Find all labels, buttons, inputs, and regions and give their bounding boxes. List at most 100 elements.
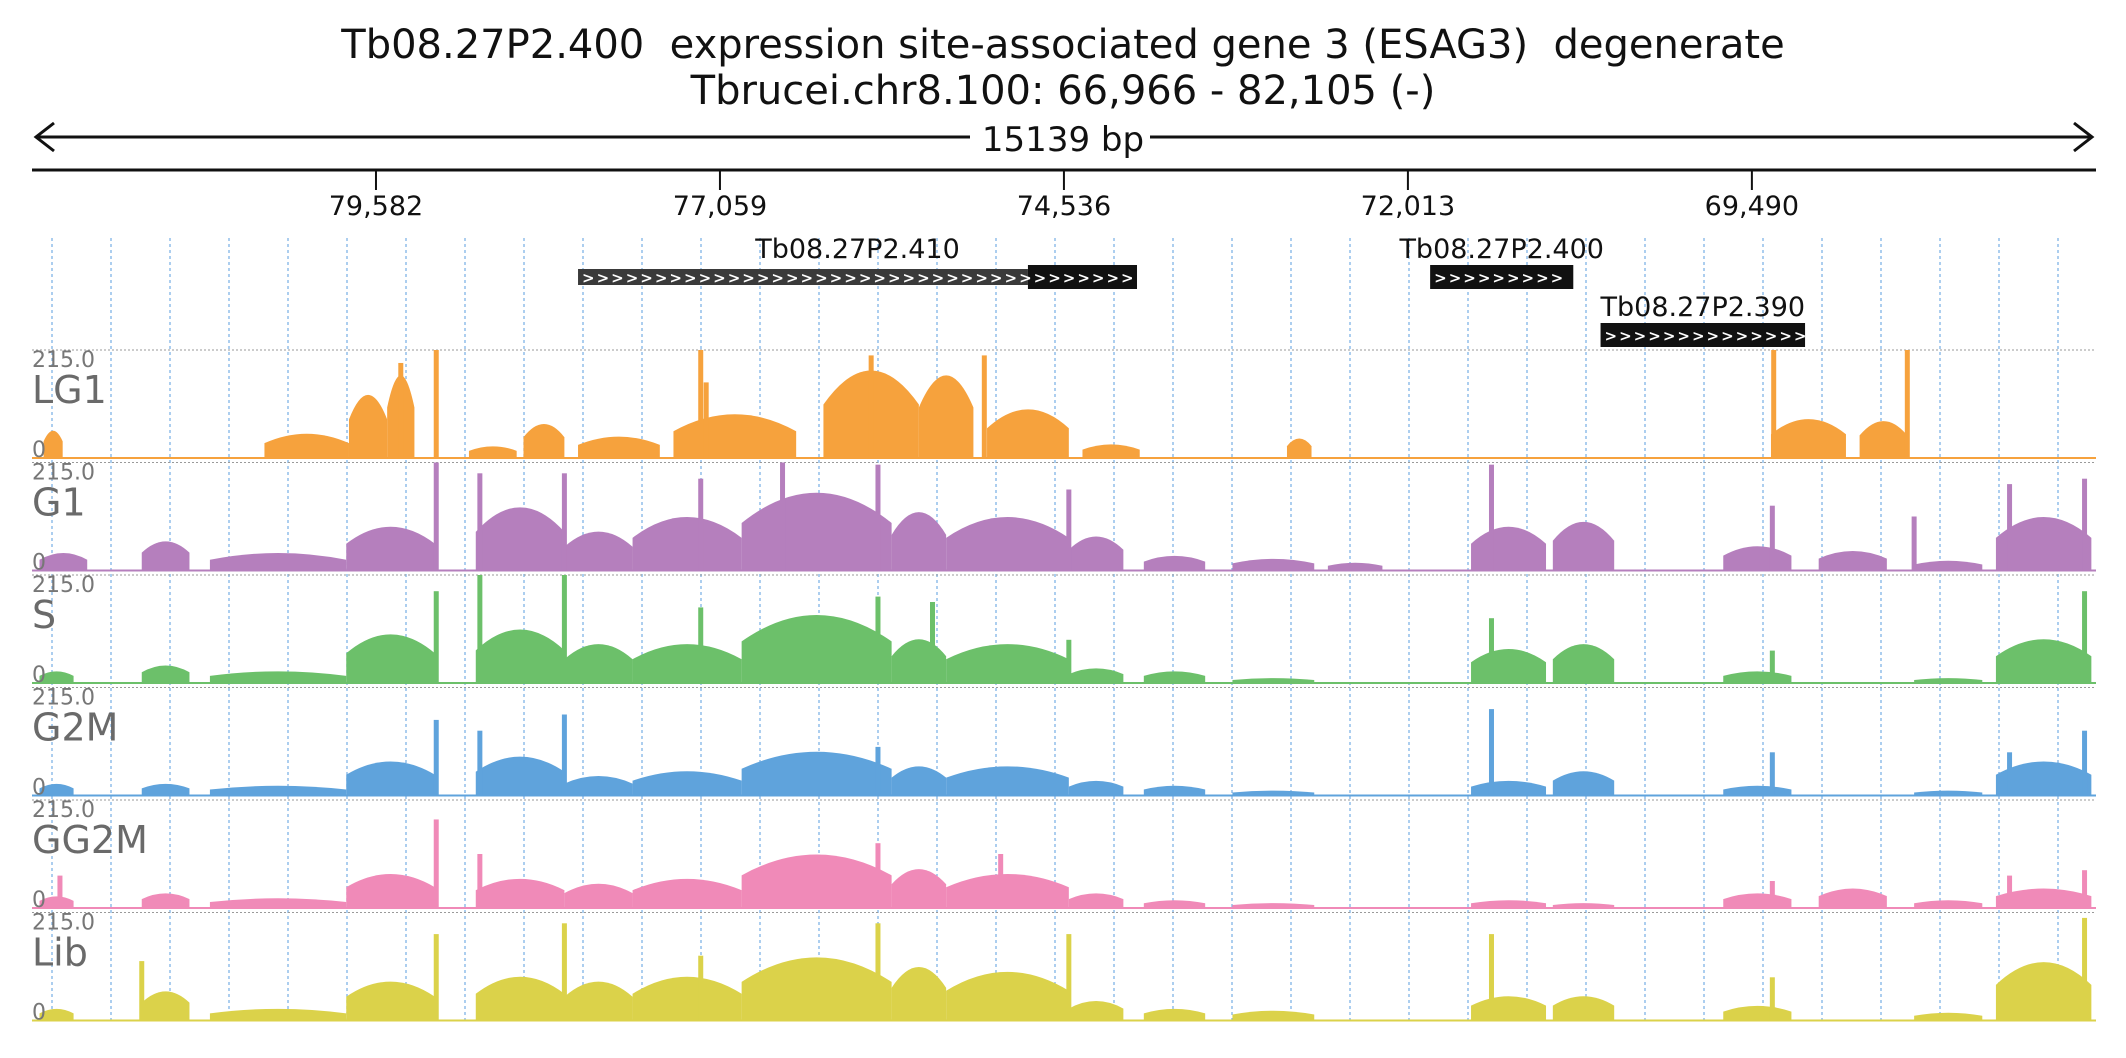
coverage-area xyxy=(1552,644,1615,683)
coverage-area xyxy=(475,756,565,796)
coverage-spike xyxy=(698,607,704,683)
coverage-area xyxy=(1068,1001,1124,1021)
gene-utr-block xyxy=(578,269,1028,285)
track-name-label: LG1 xyxy=(32,368,107,412)
coverage-area xyxy=(141,665,190,683)
coverage-area xyxy=(632,644,742,683)
coverage-spike xyxy=(1769,650,1775,683)
coverage-area xyxy=(209,553,347,571)
coverage-area xyxy=(1068,780,1124,796)
coverage-area xyxy=(741,492,892,571)
span-label-wrap: 15139 bp xyxy=(0,120,2126,160)
coverage-area xyxy=(741,854,892,908)
coverage-area xyxy=(1286,438,1312,458)
coverage-area xyxy=(578,436,660,458)
coverage-spike xyxy=(981,355,987,458)
coverage-spike xyxy=(1769,752,1775,796)
coverage-spike xyxy=(1066,934,1072,1021)
coverage-area xyxy=(1995,962,2092,1021)
coverage-area xyxy=(1552,996,1615,1021)
coverage-area xyxy=(946,644,1069,683)
track-ymax-label: 215.0 xyxy=(32,798,95,823)
coverage-area xyxy=(564,531,633,571)
track-ymin-label: 0 xyxy=(32,1001,46,1026)
coverage-area xyxy=(1068,893,1124,908)
coverage-area xyxy=(1995,761,2092,796)
coverage-spike xyxy=(1488,709,1494,796)
coverage-spike xyxy=(2082,870,2088,908)
track-name-label: G2M xyxy=(32,706,118,750)
coverage-spike xyxy=(698,478,704,571)
coverage-area xyxy=(523,423,565,458)
coverage-area xyxy=(1471,900,1547,908)
coverage-area xyxy=(39,671,74,683)
coverage-area xyxy=(1068,668,1124,683)
coverage-area xyxy=(1818,888,1887,908)
coverage-spike xyxy=(433,819,439,908)
coverage-area xyxy=(346,873,435,908)
coverage-area xyxy=(1471,648,1547,683)
coverage-area xyxy=(1914,900,1983,908)
coverage-area xyxy=(346,981,435,1021)
gene-label: Tb08.27P2.390 xyxy=(1600,292,1806,323)
coverage-spike xyxy=(561,473,567,571)
coverage-spike xyxy=(875,923,881,1021)
coverage-area xyxy=(1143,785,1206,796)
coverage-area xyxy=(632,976,742,1021)
coverage-area xyxy=(1723,785,1792,796)
coverage-area xyxy=(564,981,633,1021)
coverage-spike xyxy=(1488,618,1494,683)
track-ymax-label: 215.0 xyxy=(32,686,95,711)
coverage-area xyxy=(1818,551,1887,571)
coverage-area xyxy=(141,991,190,1021)
coverage-area xyxy=(209,785,347,796)
span-length-label: 15139 bp xyxy=(973,120,1153,160)
coverage-area xyxy=(141,541,190,571)
coverage-area xyxy=(346,526,435,571)
coverage-area xyxy=(891,766,947,796)
coverage-area xyxy=(1143,900,1206,908)
coverage-spike xyxy=(2082,730,2088,796)
coverage-spike xyxy=(477,473,483,571)
coverage-area xyxy=(1082,444,1140,458)
coverage-area xyxy=(1770,419,1846,458)
coverage-spike xyxy=(57,875,63,908)
coverage-spike xyxy=(875,596,881,683)
coverage-area xyxy=(43,430,63,458)
coverage-area xyxy=(1914,678,1983,683)
track-ymin-label: 0 xyxy=(32,776,46,801)
gene-cds-block xyxy=(1430,265,1574,289)
coverage-area xyxy=(1143,1008,1206,1021)
coverage-area xyxy=(1914,1012,1983,1021)
coverage-area xyxy=(1723,1005,1792,1021)
coverage-spike xyxy=(2007,875,2013,908)
coverage-spike xyxy=(1066,489,1072,571)
span-arrow-right-head xyxy=(2073,121,2095,153)
coverage-area xyxy=(39,553,88,571)
coverage-spike xyxy=(1066,639,1072,683)
coverage-area xyxy=(346,634,435,683)
coverage-area xyxy=(1232,903,1315,908)
gene-label: Tb08.27P2.410 xyxy=(754,234,960,265)
coverage-spike xyxy=(561,575,567,683)
ruler-tick-label: 69,490 xyxy=(1705,191,1799,222)
coverage-area xyxy=(39,896,74,908)
coverage-area xyxy=(741,751,892,796)
coverage-area xyxy=(1327,562,1383,571)
coverage-area xyxy=(632,771,742,796)
coverage-spike xyxy=(477,854,483,908)
span-arrow-left-head xyxy=(33,121,55,153)
gene-label: Tb08.27P2.400 xyxy=(1398,234,1604,265)
coverage-area xyxy=(891,512,947,571)
coverage-area xyxy=(891,967,947,1021)
coverage-area xyxy=(1471,780,1547,796)
coverage-spike xyxy=(1769,505,1775,571)
gene-cds-block xyxy=(1027,265,1138,289)
gene-strand-arrows: >>>>>>>>>>>>>>>>>>>>>>>>>>>>>>>>>>>>>>> xyxy=(582,269,1150,287)
coverage-area xyxy=(564,883,633,908)
gene-strand-arrows: >>>>>>>>>>>>>> xyxy=(1605,327,1809,345)
coverage-spike xyxy=(477,730,483,796)
coverage-spike xyxy=(780,462,786,571)
